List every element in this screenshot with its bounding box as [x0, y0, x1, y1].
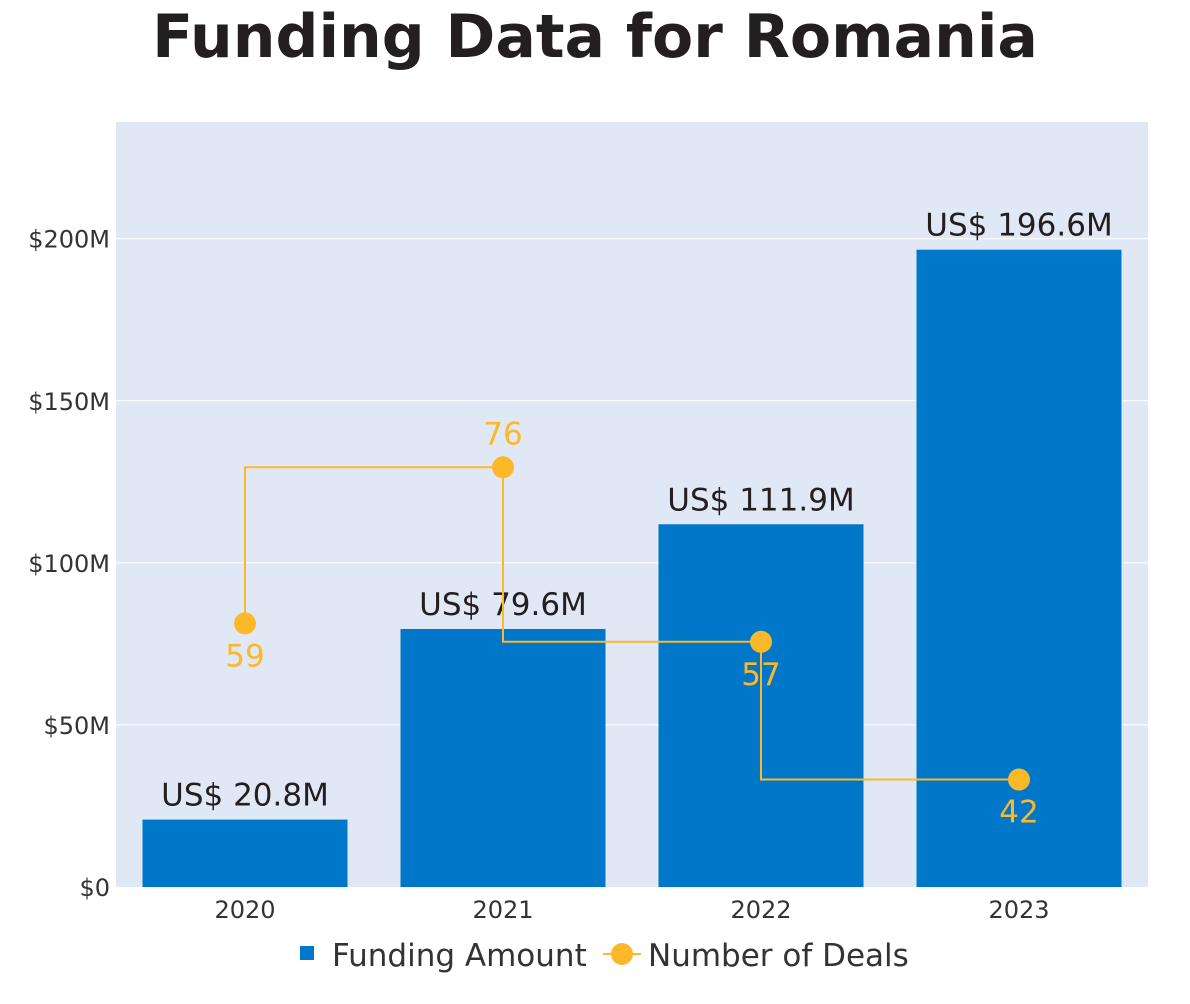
y-tick-label: $100M: [28, 550, 110, 578]
deals-label: 76: [483, 416, 522, 452]
deals-label: 42: [999, 795, 1038, 831]
legend: Funding Amount Number of Deals: [300, 938, 909, 974]
bar-2020: [142, 819, 348, 887]
legend-swatch-deals-marker: [611, 943, 633, 965]
legend-swatch-funding: [300, 946, 314, 960]
chart-title: Funding Data for Romania: [152, 2, 1038, 72]
y-tick-label: $200M: [28, 226, 110, 254]
deals-point-2021: [492, 456, 514, 479]
x-tick-label: 2023: [988, 896, 1049, 924]
bar-label: US$ 20.8M: [161, 778, 329, 814]
bar-label: US$ 196.6M: [925, 208, 1112, 244]
legend-label-funding: Funding Amount: [332, 938, 587, 974]
x-tick-label: 2020: [214, 896, 275, 924]
deals-point-2020: [234, 612, 256, 635]
bar-2021: [400, 628, 606, 887]
deals-point-2022: [750, 630, 772, 653]
deals-label: 57: [741, 657, 780, 693]
bar-label: US$ 111.9M: [667, 482, 854, 518]
y-tick-label: $50M: [43, 712, 110, 740]
x-tick-label: 2021: [472, 896, 533, 924]
deals-label: 59: [225, 638, 264, 674]
deals-line: [244, 466, 1019, 781]
legend-label-deals: Number of Deals: [648, 938, 909, 974]
y-tick-label: $0: [79, 874, 110, 902]
x-tick-label: 2022: [730, 896, 791, 924]
bar-2023: [916, 249, 1122, 888]
y-tick-label: $150M: [28, 388, 110, 416]
deals-point-2023: [1008, 768, 1030, 791]
